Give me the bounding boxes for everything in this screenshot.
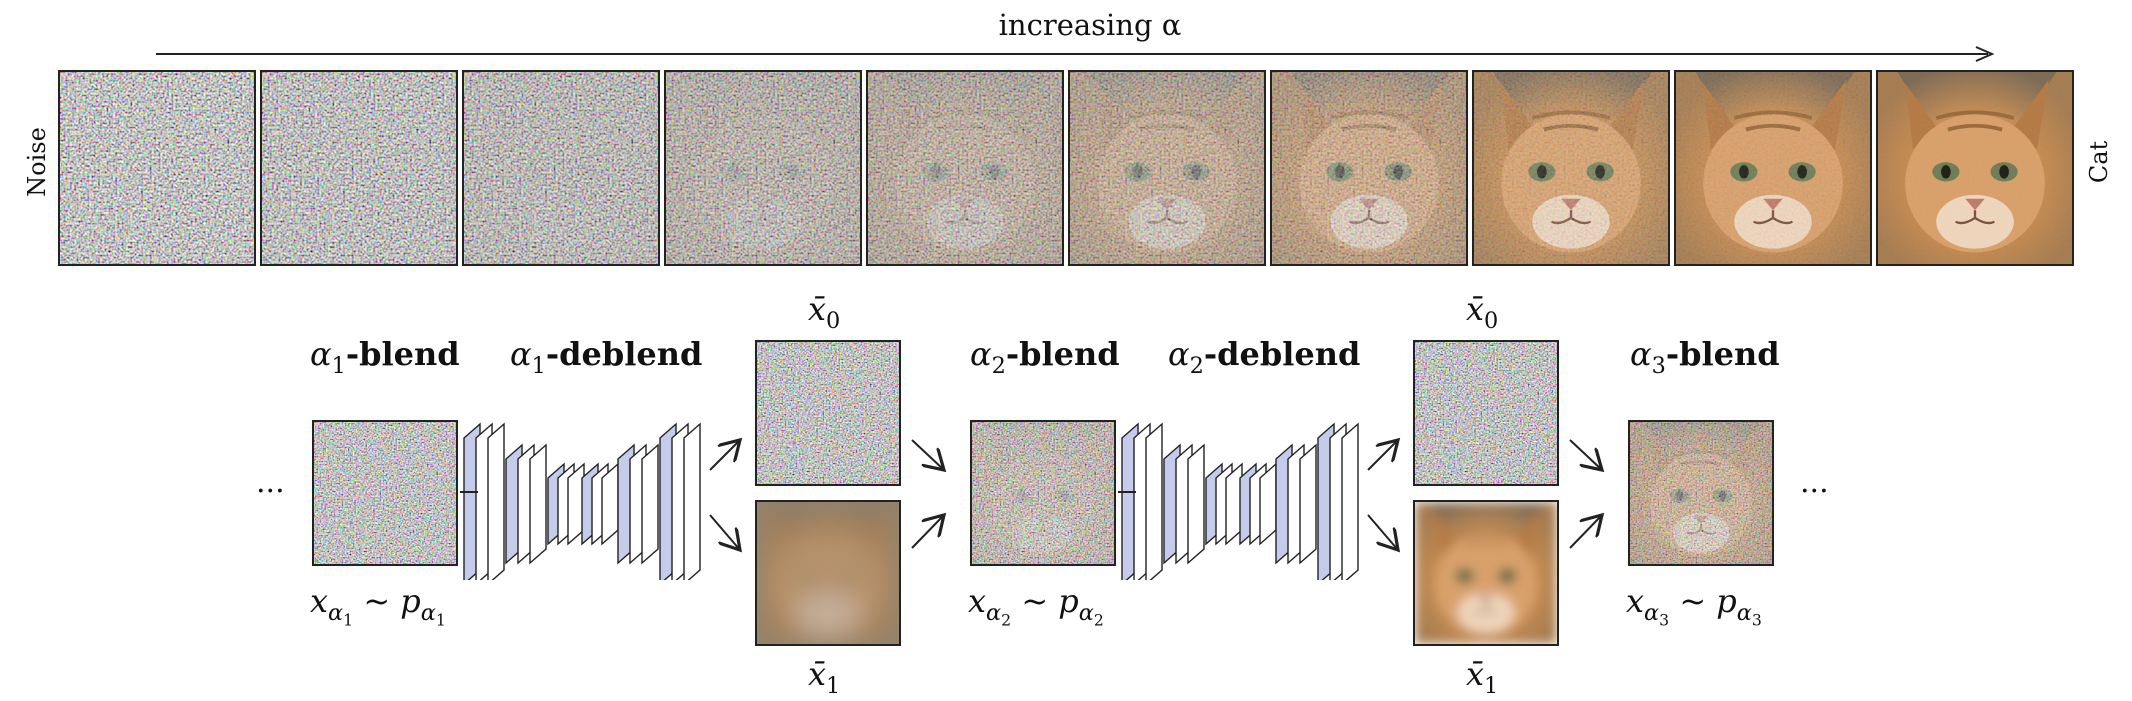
network-layer-6 bbox=[1187, 443, 1205, 565]
x-alpha2-label: xα2 ~ pα2 bbox=[968, 582, 1104, 630]
strip-tile-1 bbox=[58, 70, 256, 266]
alpha2-blend-label: α2-blend bbox=[970, 335, 1120, 379]
strip-tile-5 bbox=[866, 70, 1064, 266]
strip-tile-2 bbox=[260, 70, 458, 266]
strip-tile-10 bbox=[1876, 70, 2074, 266]
strip-tile-7 bbox=[1270, 70, 1468, 266]
alpha3-blend-label: α3-blend bbox=[1630, 335, 1780, 379]
network-layer-18 bbox=[683, 422, 701, 580]
increasing-arrow bbox=[156, 46, 1995, 62]
strip-tile-8 bbox=[1472, 70, 1670, 266]
unet-2 bbox=[1121, 422, 1359, 580]
ellipsis-right: ... bbox=[1800, 465, 1829, 500]
x-alpha2-image bbox=[970, 420, 1116, 566]
x0-bar-image-2 bbox=[1413, 340, 1559, 486]
x0-bar-label-1: x̄0 bbox=[808, 290, 841, 334]
x1-bar-label-2: x̄1 bbox=[1466, 655, 1499, 699]
x-alpha3-image bbox=[1628, 420, 1774, 566]
ellipsis-left: ... bbox=[256, 465, 285, 500]
alpha1-deblend-label: α1-deblend bbox=[510, 335, 703, 379]
network-layer-3 bbox=[487, 422, 505, 580]
strip-tile-6 bbox=[1068, 70, 1266, 266]
alpha1-blend-label: α1-blend bbox=[310, 335, 460, 379]
network-layer-3 bbox=[1145, 422, 1163, 580]
network-layer-15 bbox=[1299, 443, 1317, 565]
network-layer-15 bbox=[641, 443, 659, 565]
unet-1 bbox=[463, 422, 701, 580]
network-layer-18 bbox=[1341, 422, 1359, 580]
x-alpha1-image bbox=[312, 420, 458, 566]
strip-tile-4 bbox=[664, 70, 862, 266]
strip-tile-3 bbox=[462, 70, 660, 266]
x1-bar-image-2 bbox=[1413, 500, 1559, 646]
x-alpha3-label: xα3 ~ pα3 bbox=[1626, 582, 1762, 630]
network-layer-6 bbox=[529, 443, 547, 565]
x0-bar-image-1 bbox=[755, 340, 901, 486]
alpha2-deblend-label: α2-deblend bbox=[1168, 335, 1361, 379]
x1-bar-label-1: x̄1 bbox=[808, 655, 841, 699]
strip-tile-9 bbox=[1674, 70, 1872, 266]
x1-bar-image-1 bbox=[755, 500, 901, 646]
x-alpha1-label: xα1 ~ pα1 bbox=[310, 582, 446, 630]
axis-label: increasing α bbox=[998, 8, 1182, 42]
x0-bar-label-2: x̄0 bbox=[1466, 290, 1499, 334]
